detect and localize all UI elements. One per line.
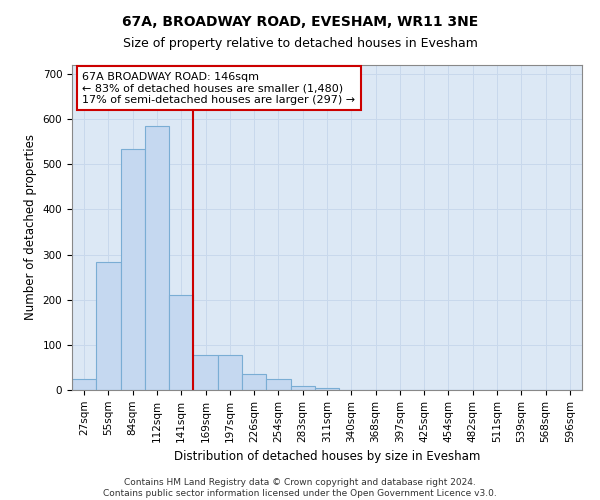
Bar — [290, 386, 315, 390]
Bar — [96, 262, 121, 390]
Bar — [242, 374, 266, 390]
Bar — [315, 388, 339, 390]
Bar — [193, 355, 218, 390]
Bar — [266, 378, 290, 390]
Bar — [121, 148, 145, 390]
Bar — [169, 295, 193, 390]
Bar — [72, 378, 96, 390]
Bar — [218, 355, 242, 390]
X-axis label: Distribution of detached houses by size in Evesham: Distribution of detached houses by size … — [174, 450, 480, 463]
Text: Size of property relative to detached houses in Evesham: Size of property relative to detached ho… — [122, 38, 478, 51]
Text: Contains HM Land Registry data © Crown copyright and database right 2024.
Contai: Contains HM Land Registry data © Crown c… — [103, 478, 497, 498]
Bar — [145, 126, 169, 390]
Y-axis label: Number of detached properties: Number of detached properties — [24, 134, 37, 320]
Text: 67A, BROADWAY ROAD, EVESHAM, WR11 3NE: 67A, BROADWAY ROAD, EVESHAM, WR11 3NE — [122, 15, 478, 29]
Text: 67A BROADWAY ROAD: 146sqm
← 83% of detached houses are smaller (1,480)
17% of se: 67A BROADWAY ROAD: 146sqm ← 83% of detac… — [82, 72, 355, 104]
